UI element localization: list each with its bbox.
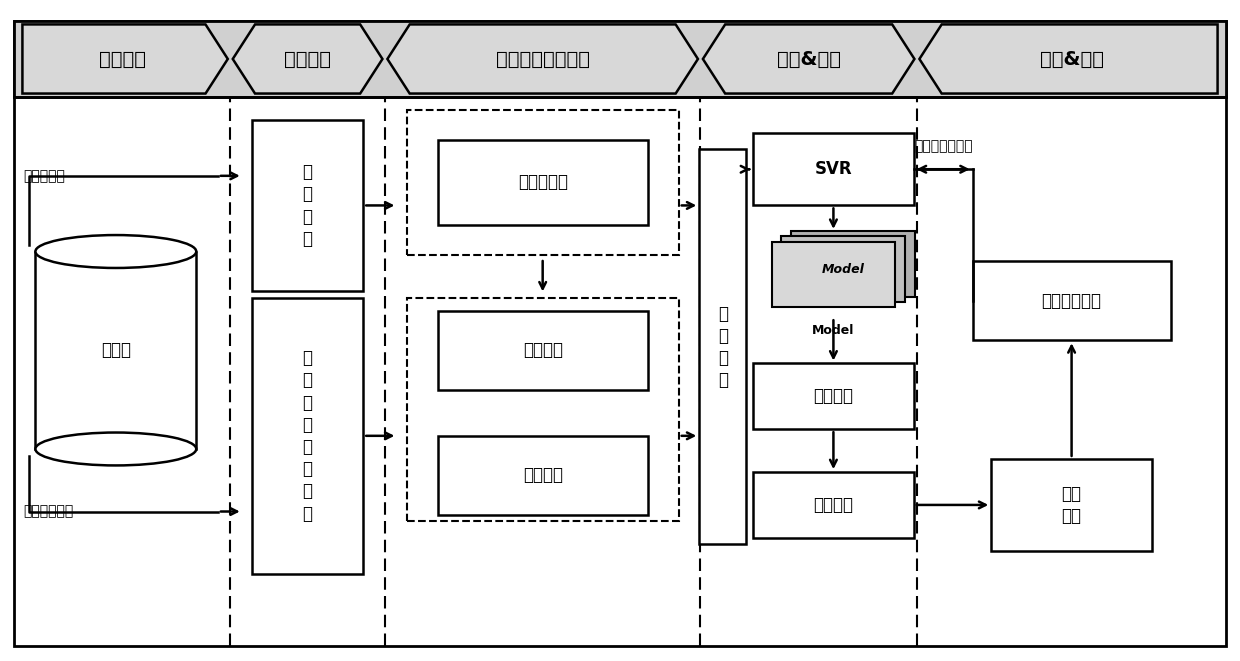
Text: 每天定时抽取: 每天定时抽取	[24, 504, 74, 518]
FancyBboxPatch shape	[407, 297, 678, 522]
Text: 结果&优化: 结果&优化	[1039, 50, 1104, 69]
Text: 应用
结果: 应用 结果	[1061, 485, 1081, 525]
Text: 模型优化与重构: 模型优化与重构	[914, 139, 972, 153]
Ellipse shape	[36, 235, 196, 268]
Ellipse shape	[36, 432, 196, 465]
Text: 模型评价: 模型评价	[813, 387, 853, 405]
Text: 建
模
数
据: 建 模 数 据	[718, 305, 728, 389]
Text: 建模&应用: 建模&应用	[776, 50, 841, 69]
Ellipse shape	[36, 235, 196, 268]
FancyBboxPatch shape	[438, 139, 647, 225]
Text: 业务系统: 业务系统	[98, 50, 145, 69]
Text: Model: Model	[822, 263, 864, 276]
FancyBboxPatch shape	[438, 311, 647, 390]
Text: 历
史
数
据: 历 史 数 据	[303, 163, 312, 248]
FancyBboxPatch shape	[407, 110, 678, 254]
Text: 数据抽取: 数据抽取	[284, 50, 331, 69]
Polygon shape	[233, 24, 382, 94]
FancyBboxPatch shape	[972, 261, 1171, 340]
Text: Model: Model	[812, 324, 854, 337]
Text: 模型应用: 模型应用	[813, 496, 853, 514]
Polygon shape	[22, 24, 228, 94]
Polygon shape	[919, 24, 1218, 94]
Text: 数据源: 数据源	[100, 341, 131, 359]
FancyBboxPatch shape	[14, 21, 1226, 646]
FancyBboxPatch shape	[781, 237, 905, 302]
FancyBboxPatch shape	[991, 459, 1152, 551]
Text: 数据清洗: 数据清洗	[523, 341, 563, 359]
FancyBboxPatch shape	[699, 149, 746, 545]
FancyBboxPatch shape	[252, 297, 363, 574]
FancyBboxPatch shape	[791, 231, 915, 297]
FancyBboxPatch shape	[753, 472, 914, 538]
FancyBboxPatch shape	[753, 133, 914, 206]
FancyBboxPatch shape	[252, 120, 363, 291]
FancyBboxPatch shape	[14, 21, 1226, 97]
Text: 业务人员反馈: 业务人员反馈	[1042, 292, 1101, 310]
Text: 数据探索与预处理: 数据探索与预处理	[496, 50, 590, 69]
Polygon shape	[387, 24, 698, 94]
Text: 选择性抽取: 选择性抽取	[24, 169, 66, 183]
Text: 周期性分析: 周期性分析	[517, 173, 568, 192]
Text: 定
时
更
新
后
的
数
据: 定 时 更 新 后 的 数 据	[303, 349, 312, 522]
FancyBboxPatch shape	[438, 436, 647, 515]
FancyBboxPatch shape	[771, 242, 895, 307]
FancyBboxPatch shape	[36, 252, 196, 449]
FancyBboxPatch shape	[753, 364, 914, 429]
Text: SVR: SVR	[815, 160, 852, 178]
Polygon shape	[703, 24, 914, 94]
Text: 特征构造: 特征构造	[523, 466, 563, 485]
